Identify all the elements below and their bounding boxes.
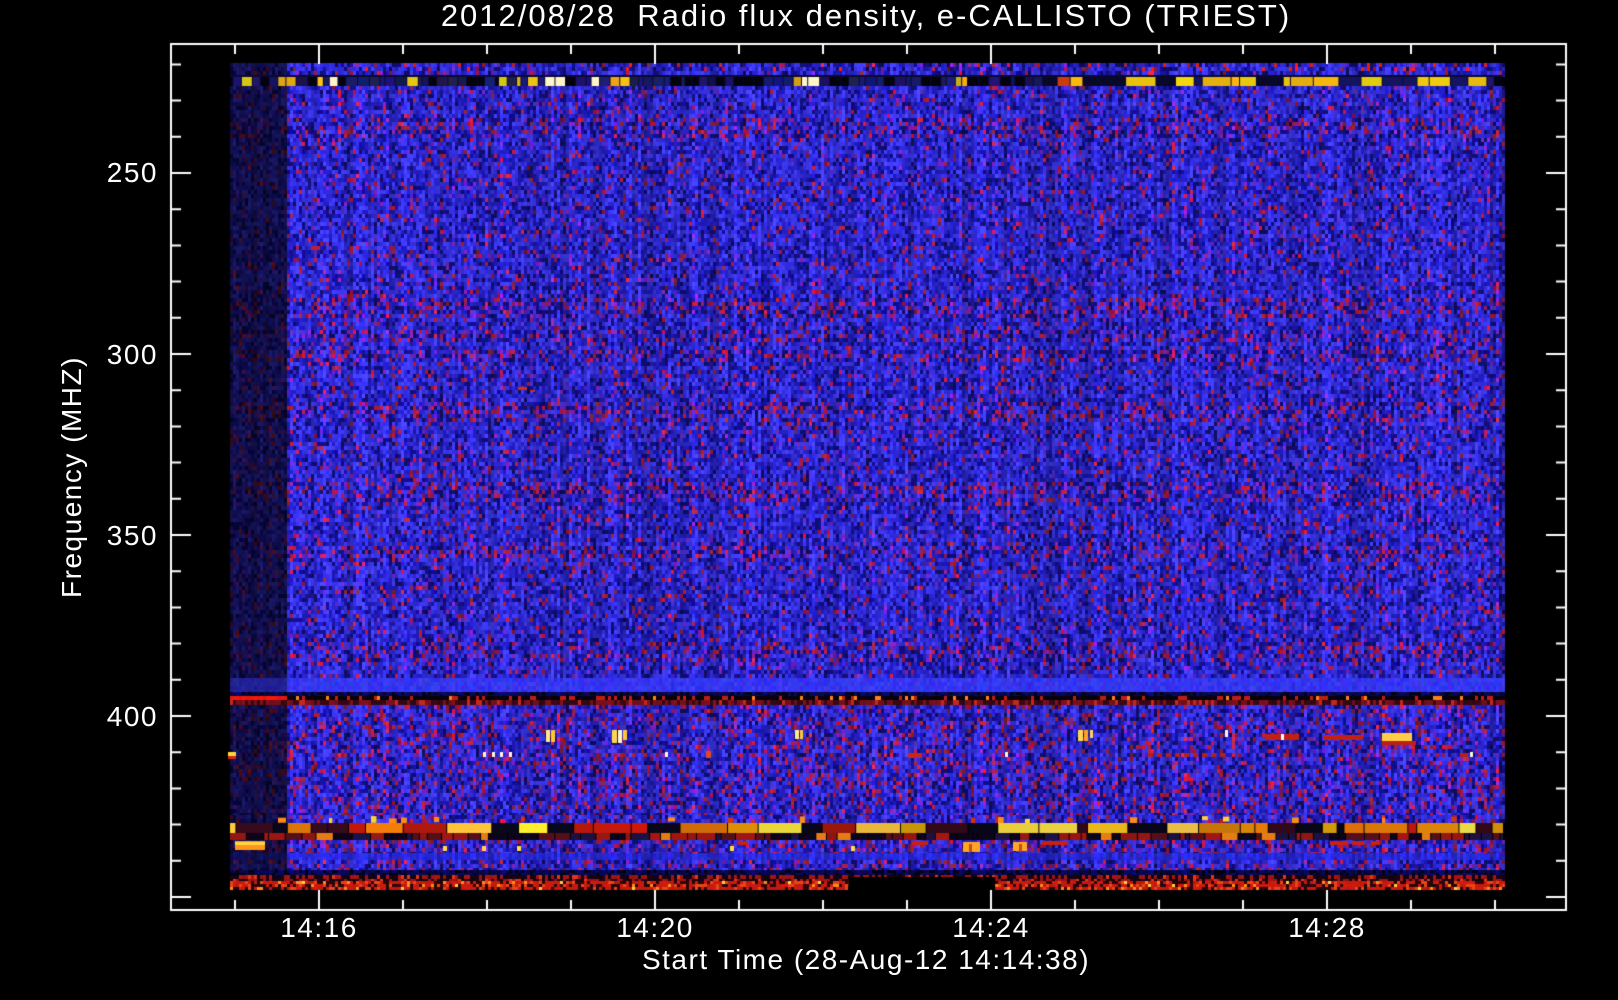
- y-axis-label: Frequency (MHZ): [56, 356, 87, 598]
- y-tick-label-350: 350: [106, 520, 158, 551]
- x-tick-label-14-20: 14:20: [616, 912, 694, 943]
- chart-title: 2012/08/28 Radio flux density, e-CALLIST…: [440, 0, 1292, 33]
- x-tick-label-14-28: 14:28: [1288, 912, 1366, 943]
- x-axis-label: Start Time (28-Aug-12 14:14:38): [641, 944, 1091, 975]
- x-tick-label-14-16: 14:16: [280, 912, 358, 943]
- y-tick-label-300: 300: [106, 339, 158, 370]
- x-tick-label-14-24: 14:24: [952, 912, 1030, 943]
- y-tick-label-400: 400: [106, 701, 158, 732]
- y-tick-label-250: 250: [106, 157, 158, 188]
